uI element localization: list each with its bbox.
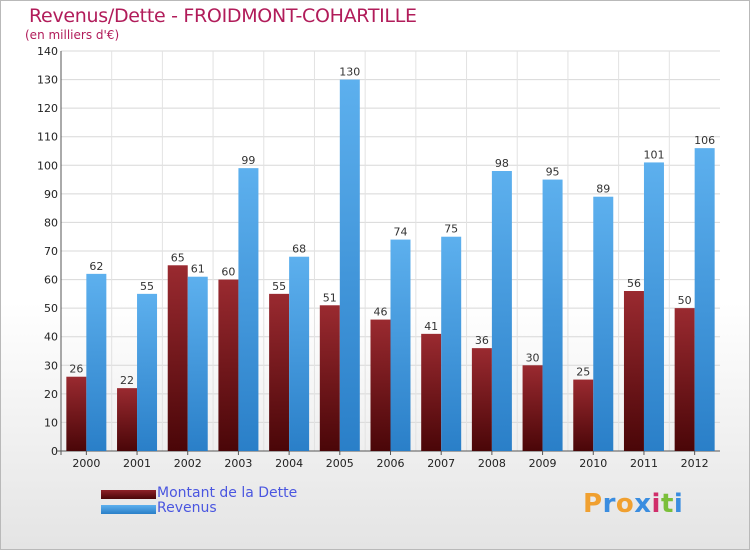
bar-dette bbox=[319, 305, 340, 451]
data-label: 61 bbox=[191, 263, 205, 276]
data-label: 75 bbox=[444, 223, 458, 236]
logo-letter: r bbox=[602, 489, 616, 519]
chart-subtitle: (en milliers d'€) bbox=[25, 28, 120, 42]
bar-revenus bbox=[187, 276, 208, 451]
axes: 0 10 20 30 40 50 60 70 80 90 100 110 120 130 140 2000 20… bbox=[37, 45, 720, 470]
data-label: 55 bbox=[272, 280, 286, 293]
y-tick-label: 130 bbox=[37, 74, 58, 87]
x-tick-label: 2010 bbox=[579, 457, 607, 470]
bar-revenus bbox=[137, 293, 158, 451]
proxiti-logo: Proxiti bbox=[583, 489, 683, 519]
bar-revenus bbox=[593, 196, 614, 451]
x-tick-label: 2006 bbox=[377, 457, 405, 470]
y-tick-label: 120 bbox=[37, 102, 58, 115]
y-tick-label: 140 bbox=[37, 45, 58, 58]
y-tick-label: 70 bbox=[44, 245, 58, 258]
data-label: 89 bbox=[596, 183, 610, 196]
logo-letter: i bbox=[673, 489, 684, 519]
y-tick-label: 50 bbox=[44, 302, 58, 315]
data-label: 51 bbox=[323, 291, 337, 304]
y-tick-label: 20 bbox=[44, 388, 58, 401]
x-tick-label: 2003 bbox=[224, 457, 252, 470]
data-label: 41 bbox=[424, 320, 438, 333]
legend-swatch-revenus bbox=[101, 505, 156, 514]
y-tick-label: 60 bbox=[44, 274, 58, 287]
x-tick-label: 2002 bbox=[174, 457, 202, 470]
chart-title: Revenus/Dette - FROIDMONT-COHARTILLE bbox=[29, 5, 417, 27]
x-tick-label: 2004 bbox=[275, 457, 303, 470]
bar-dette bbox=[573, 379, 594, 451]
x-tick-label: 2001 bbox=[123, 457, 151, 470]
bar-dette bbox=[674, 308, 695, 451]
y-tick-label: 100 bbox=[37, 159, 58, 172]
data-label: 22 bbox=[120, 374, 134, 387]
data-label: 98 bbox=[495, 157, 509, 170]
data-label: 95 bbox=[546, 166, 560, 179]
logo-letter: x bbox=[634, 489, 652, 519]
data-labels: 26 62 22 55 65 61 60 99 55 68 51 130 46 74 41 75 36 98 30 9… bbox=[69, 66, 715, 388]
data-label: 130 bbox=[339, 66, 360, 79]
bar-revenus bbox=[694, 148, 715, 451]
data-label: 65 bbox=[171, 251, 185, 264]
bar-dette bbox=[370, 319, 391, 451]
bar-revenus bbox=[390, 239, 411, 451]
data-label: 106 bbox=[694, 134, 715, 147]
x-tick-label: 2011 bbox=[630, 457, 658, 470]
data-label: 101 bbox=[643, 148, 664, 161]
data-label: 74 bbox=[394, 226, 408, 239]
y-tick-label: 10 bbox=[44, 416, 58, 429]
data-label: 30 bbox=[526, 351, 540, 364]
bar-revenus bbox=[238, 168, 259, 451]
x-tick-label: 2005 bbox=[326, 457, 354, 470]
bar-revenus bbox=[289, 256, 310, 451]
bar-dette bbox=[421, 333, 442, 451]
data-label: 68 bbox=[292, 243, 306, 256]
data-label: 46 bbox=[374, 306, 388, 319]
bar-revenus bbox=[339, 79, 360, 452]
logo-letter: P bbox=[583, 489, 603, 519]
bar-dette bbox=[167, 265, 188, 451]
data-label: 26 bbox=[69, 363, 83, 376]
bars bbox=[66, 79, 715, 452]
data-label: 99 bbox=[241, 154, 255, 167]
x-tick-label: 2000 bbox=[72, 457, 100, 470]
legend-label-revenus: Revenus bbox=[157, 500, 217, 516]
data-label: 60 bbox=[221, 266, 235, 279]
logo-letter: t bbox=[660, 489, 674, 519]
y-tick-label: 30 bbox=[44, 359, 58, 372]
y-tick-label: 40 bbox=[44, 331, 58, 344]
x-tick-label: 2008 bbox=[478, 457, 506, 470]
data-label: 55 bbox=[140, 280, 154, 293]
bar-dette bbox=[623, 291, 644, 451]
legend-swatch-dette bbox=[101, 490, 156, 499]
data-label: 62 bbox=[89, 260, 103, 273]
bar-dette bbox=[117, 388, 138, 451]
y-tick-label: 110 bbox=[37, 131, 58, 144]
logo-letter: o bbox=[615, 489, 635, 519]
bar-revenus bbox=[441, 236, 462, 451]
x-tick-label: 2012 bbox=[681, 457, 709, 470]
bar-dette bbox=[269, 293, 290, 451]
y-tick-label: 90 bbox=[44, 188, 58, 201]
logo-letter: i bbox=[651, 489, 661, 519]
bar-dette bbox=[522, 365, 543, 451]
bar-dette bbox=[218, 279, 239, 451]
y-tick-label: 0 bbox=[51, 445, 58, 458]
x-tick-label: 2009 bbox=[529, 457, 557, 470]
bar-dette bbox=[66, 376, 87, 451]
data-label: 36 bbox=[475, 334, 489, 347]
bar-dette bbox=[471, 348, 492, 451]
x-tick-label: 2007 bbox=[427, 457, 455, 470]
bar-revenus bbox=[491, 171, 512, 451]
data-label: 25 bbox=[576, 366, 590, 379]
legend-label-dette: Montant de la Dette bbox=[157, 485, 298, 501]
bar-revenus bbox=[86, 273, 107, 451]
data-label: 50 bbox=[678, 294, 692, 307]
bar-revenus bbox=[643, 162, 664, 451]
y-tick-label: 80 bbox=[44, 216, 58, 229]
data-label: 56 bbox=[627, 277, 641, 290]
bar-revenus bbox=[542, 179, 563, 452]
